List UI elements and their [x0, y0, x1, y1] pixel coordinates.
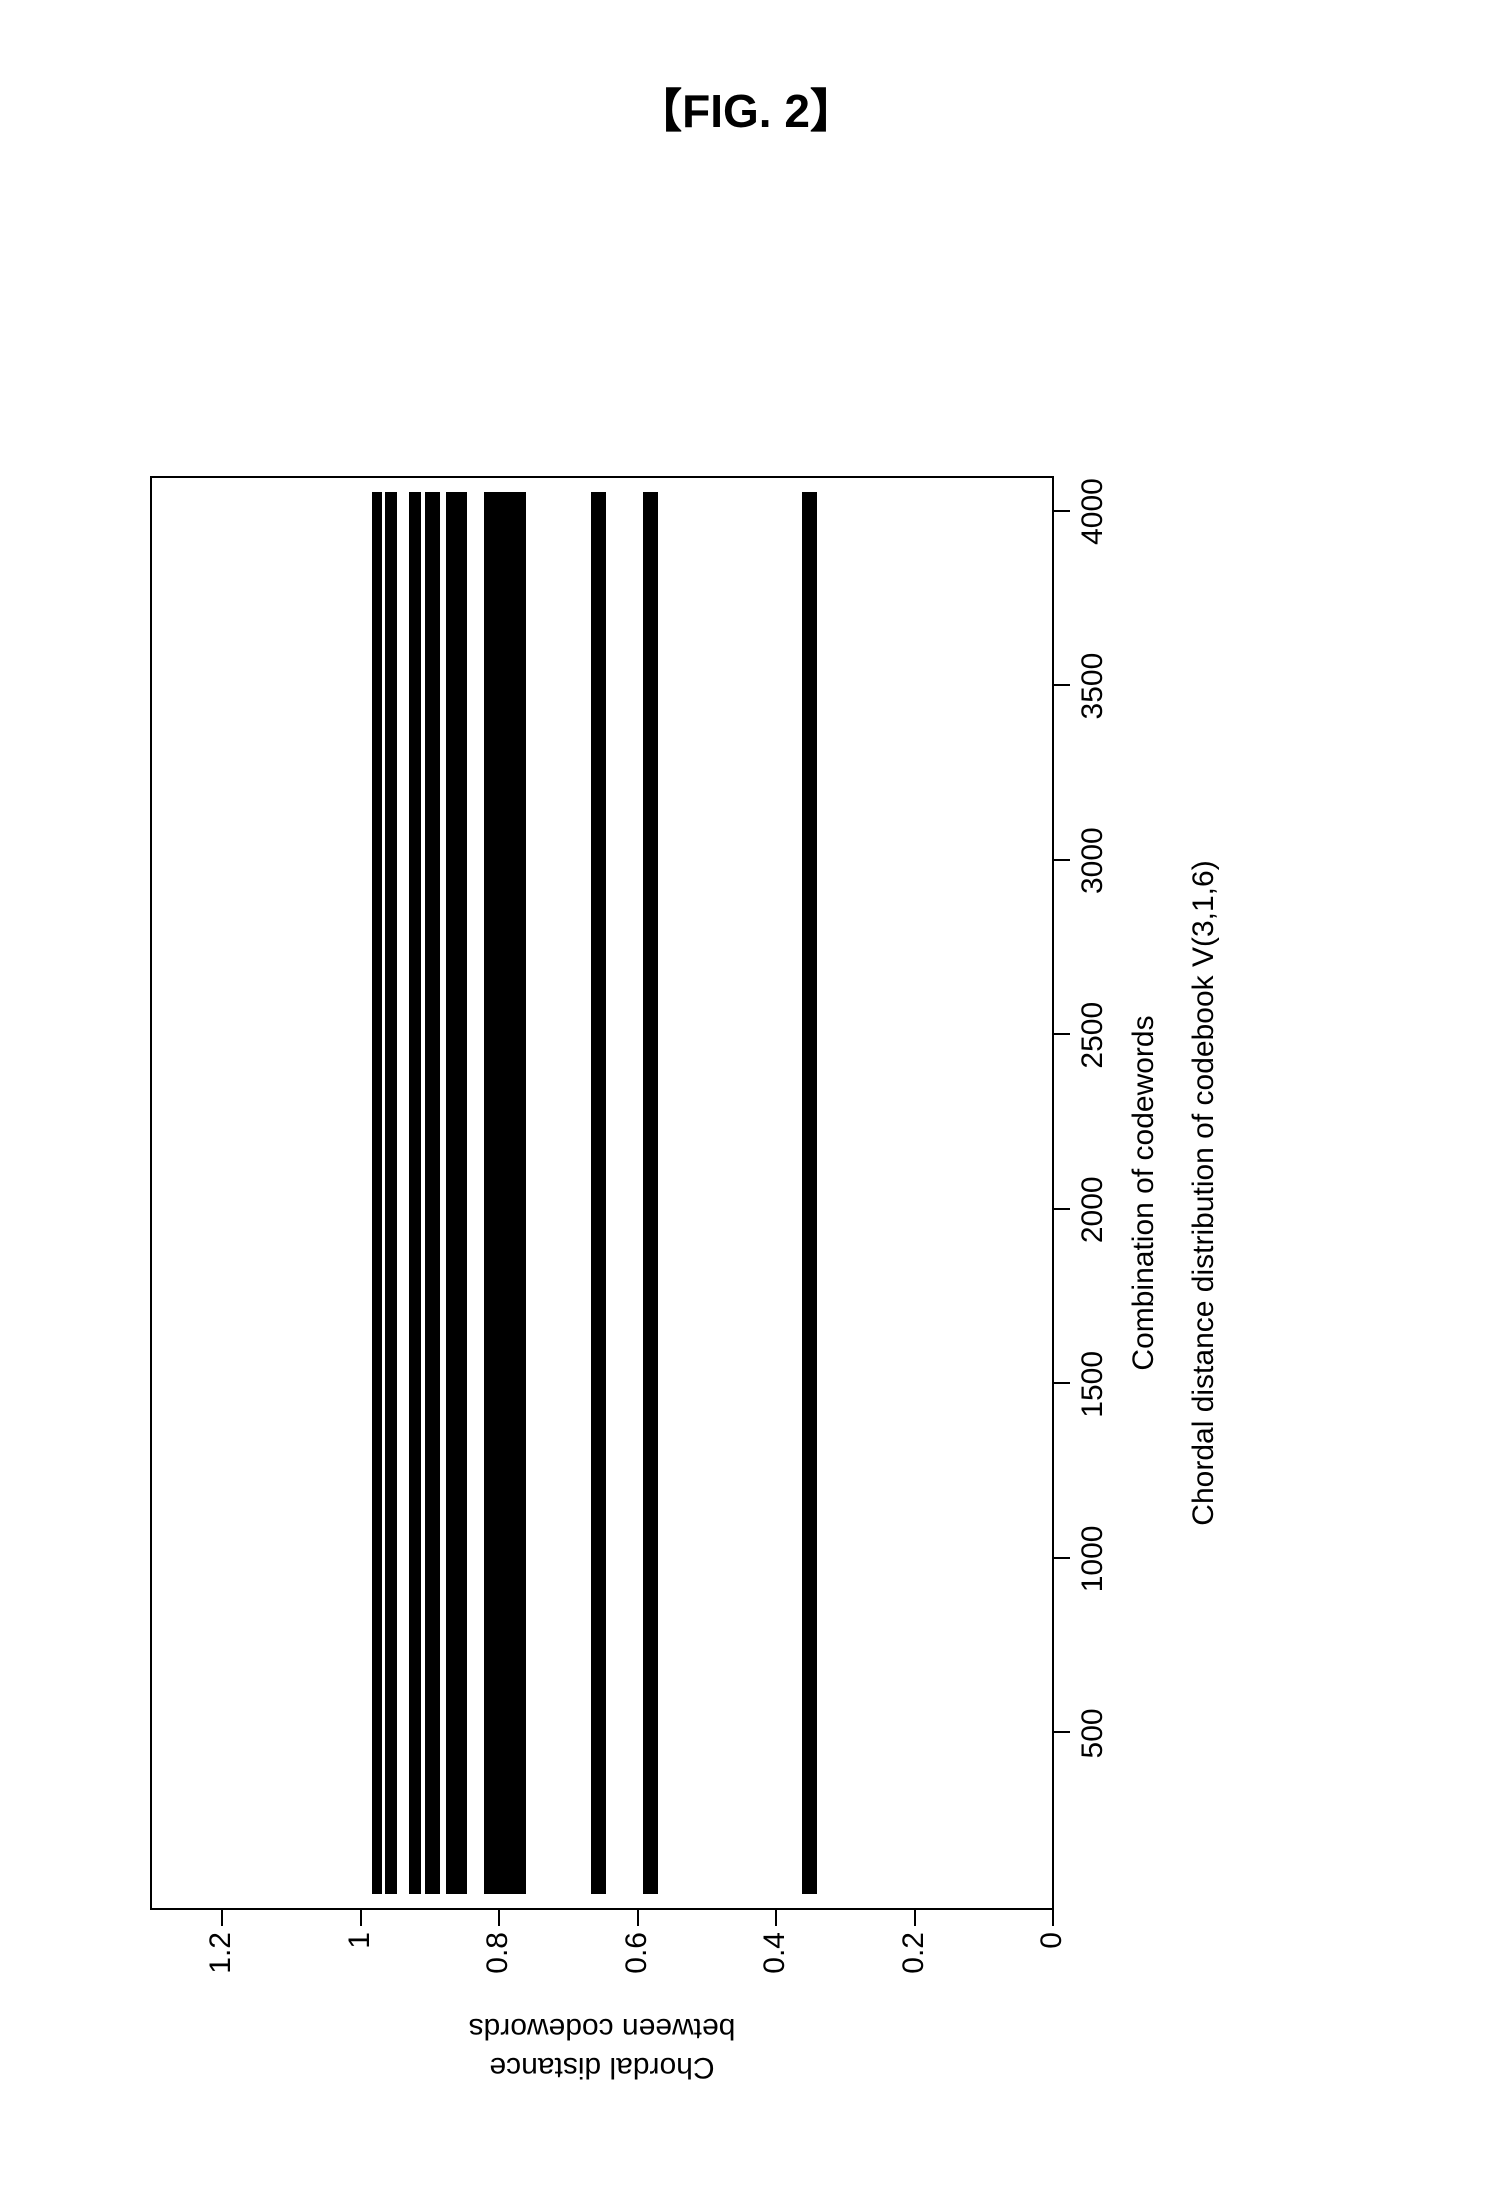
y-tick: [1052, 1908, 1054, 1926]
data-band: [425, 492, 440, 1893]
y-tick-label: 0.2: [897, 1932, 931, 2012]
figure-label: 【FIG. 2】: [0, 75, 1492, 141]
x-tick: [1052, 1731, 1070, 1733]
data-band: [385, 492, 397, 1893]
x-tick: [1052, 1557, 1070, 1559]
x-tick: [1052, 1208, 1070, 1210]
y-tick: [498, 1908, 500, 1926]
x-tick-label: 2000: [1076, 1176, 1110, 1243]
data-band: [446, 492, 467, 1893]
x-tick-label: 1000: [1076, 1526, 1110, 1593]
data-band: [409, 492, 421, 1893]
y-axis-title: Chordal distance between codewords: [469, 2009, 736, 2087]
x-axis-subtitle: Chordal distance distribution of codeboo…: [1187, 860, 1221, 1525]
y-tick: [221, 1908, 223, 1926]
data-bands: [152, 478, 1052, 1908]
x-tick: [1052, 510, 1070, 512]
data-band: [802, 492, 817, 1893]
plot-area: 00.20.40.60.811.2 5001000150020002500300…: [150, 476, 1054, 1910]
x-tick-label: 4000: [1076, 478, 1110, 545]
data-band: [372, 492, 382, 1893]
y-tick: [637, 1908, 639, 1926]
x-tick-label: 3000: [1076, 827, 1110, 894]
y-tick-label: 0.8: [481, 1932, 515, 2012]
x-tick-label: 1500: [1076, 1351, 1110, 1418]
x-tick: [1052, 1382, 1070, 1384]
y-axis-title-line2: between codewords: [469, 2012, 736, 2045]
data-band: [484, 492, 526, 1893]
chart-container: 0 0.2 0.4 0.6 0.8 1 1.2 500 1000 1500 2000 2500 300…: [100, 390, 1220, 2070]
y-tick-label: 0.6: [620, 1932, 654, 2012]
y-tick-label: 1: [343, 1932, 377, 2012]
y-tick-label: 0.4: [758, 1932, 792, 2012]
x-tick-label: 500: [1076, 1708, 1110, 1758]
y-tick: [775, 1908, 777, 1926]
y-tick-label: 0: [1035, 1932, 1069, 2012]
y-tick: [914, 1908, 916, 1926]
y-tick-label: 1.2: [204, 1932, 238, 2012]
data-band: [591, 492, 606, 1893]
x-tick: [1052, 684, 1070, 686]
x-tick: [1052, 859, 1070, 861]
y-tick: [360, 1908, 362, 1926]
x-tick: [1052, 1033, 1070, 1035]
x-tick-label: 2500: [1076, 1002, 1110, 1069]
x-axis-title: Combination of codewords: [1127, 1015, 1161, 1370]
x-tick-label: 3500: [1076, 653, 1110, 720]
data-band: [643, 492, 658, 1893]
y-axis-title-line1: Chordal distance: [489, 2051, 714, 2084]
